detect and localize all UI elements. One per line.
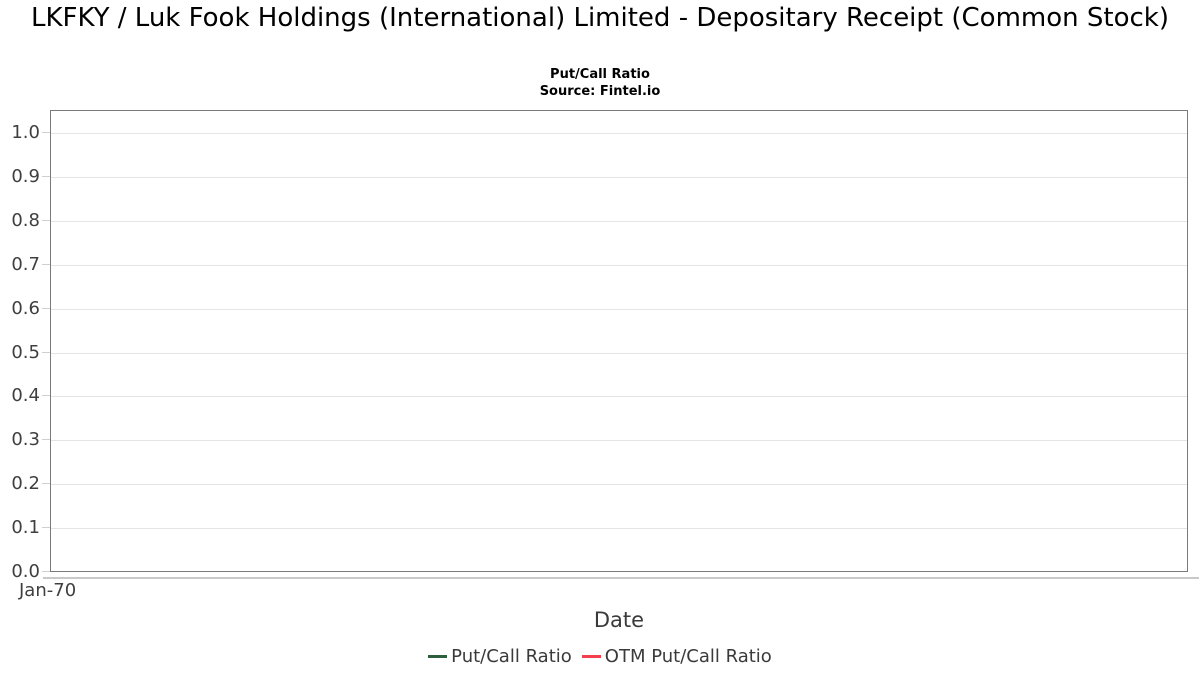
- chart-source: Source: Fintel.io: [539, 84, 661, 99]
- legend-swatch-icon: [428, 655, 448, 658]
- y-tick-mark: [42, 351, 50, 353]
- chart-subtitle: Put/Call Ratio: [550, 67, 650, 82]
- gridline-y-0.5: [51, 352, 1187, 354]
- gridline-y-0.8: [51, 220, 1187, 222]
- x-axis-line: [43, 577, 1199, 579]
- y-tick-label: 0.5: [11, 341, 40, 363]
- x-axis-title: Date: [593, 608, 645, 632]
- y-tick-mark: [42, 263, 50, 265]
- y-tick-mark: [42, 395, 50, 397]
- y-tick-label: 0.7: [11, 253, 40, 275]
- y-tick-label: 0.8: [11, 209, 40, 231]
- y-tick-label: 0.1: [11, 517, 40, 539]
- legend-label: Put/Call Ratio: [451, 646, 572, 667]
- legend-item-otm-put-call-ratio[interactable]: OTM Put/Call Ratio: [581, 646, 772, 667]
- chart-title: LKFKY / Luk Fook Holdings (International…: [31, 3, 1169, 33]
- y-tick-label: 1.0: [11, 122, 40, 143]
- y-tick-label: 0.9: [11, 165, 40, 187]
- y-tick-mark: [42, 571, 50, 572]
- y-tick-mark: [42, 132, 50, 133]
- gridline-y-0.2: [51, 484, 1187, 486]
- y-tick-mark: [42, 483, 50, 485]
- legend-label: OTM Put/Call Ratio: [604, 646, 772, 667]
- y-tick-label: 0.6: [11, 297, 40, 319]
- plot-area: [50, 110, 1188, 572]
- y-tick-mark: [42, 307, 50, 309]
- y-tick-label: 0.4: [11, 385, 40, 407]
- legend-item-put-call-ratio[interactable]: Put/Call Ratio: [428, 646, 572, 667]
- y-tick-label: 0.2: [11, 473, 40, 495]
- x-tick-label: Jan-70: [19, 580, 77, 601]
- y-tick-label: 0.0: [11, 561, 40, 582]
- gridline-y-0.1: [51, 528, 1187, 530]
- gridline-y-0.3: [51, 440, 1187, 442]
- y-tick-mark: [42, 219, 50, 221]
- legend: Put/Call Ratio OTM Put/Call Ratio: [0, 646, 1200, 667]
- gridline-y-0.7: [51, 264, 1187, 266]
- gridline-y-0.6: [51, 308, 1187, 310]
- gridline-y-1.0: [51, 133, 1187, 134]
- y-tick-mark: [42, 439, 50, 441]
- legend-swatch-icon: [581, 655, 601, 658]
- y-tick-mark: [42, 175, 50, 177]
- y-tick-mark: [42, 527, 50, 529]
- gridline-y-0.9: [51, 176, 1187, 178]
- y-tick-label: 0.3: [11, 429, 40, 451]
- gridline-y-0.4: [51, 396, 1187, 398]
